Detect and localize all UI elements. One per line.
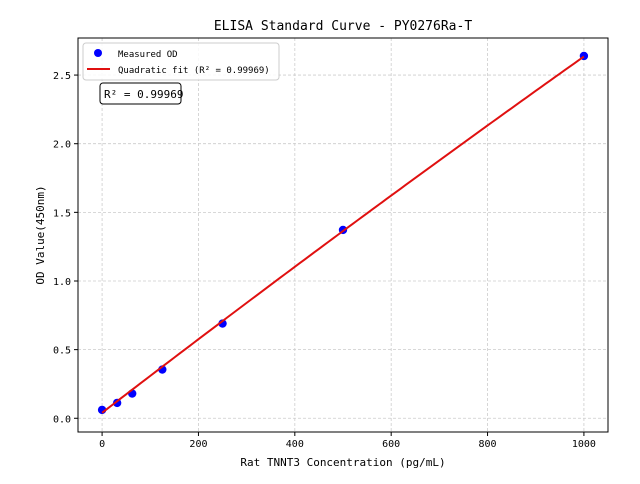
legend-label-measured: Measured OD — [118, 50, 178, 60]
r2-annotation: R² = 0.99969 — [99, 82, 183, 105]
plot-marks — [97, 51, 589, 415]
plot-frame — [77, 37, 609, 433]
x-tick-label: 0 — [99, 439, 105, 450]
y-axis-label: OD Value(450nm) — [34, 185, 47, 284]
y-tick-label: 1.0 — [53, 277, 71, 288]
x-tick-label: 200 — [189, 439, 207, 450]
x-axis-label: Rat TNNT3 Concentration (pg/mL) — [240, 456, 445, 469]
x-tick-label: 1000 — [572, 439, 596, 450]
legend: Measured OD Quadratic fit (R² = 0.99969) — [82, 42, 280, 81]
x-tick-label: 800 — [479, 439, 497, 450]
fit-line — [101, 55, 585, 414]
x-tick-label: 600 — [382, 439, 400, 450]
r2-annotation-text: R² = 0.99969 — [104, 88, 183, 101]
chart-title: ELISA Standard Curve - PY0276Ra-T — [214, 19, 472, 34]
y-tick-label: 2.0 — [53, 140, 71, 151]
ticks: 0 200 400 600 800 1000 0.0 0.5 1.0 1.5 2.0 2.5 — [53, 71, 596, 450]
y-tick-label: 0.5 — [53, 346, 71, 357]
y-tick-label: 0.0 — [53, 414, 71, 425]
y-tick-label: 2.5 — [53, 71, 71, 82]
y-tick-label: 1.5 — [53, 208, 71, 219]
grid — [78, 38, 608, 432]
legend-marker-measured — [94, 49, 102, 57]
legend-label-fit: Quadratic fit (R² = 0.99969) — [118, 66, 270, 76]
x-tick-label: 400 — [286, 439, 304, 450]
